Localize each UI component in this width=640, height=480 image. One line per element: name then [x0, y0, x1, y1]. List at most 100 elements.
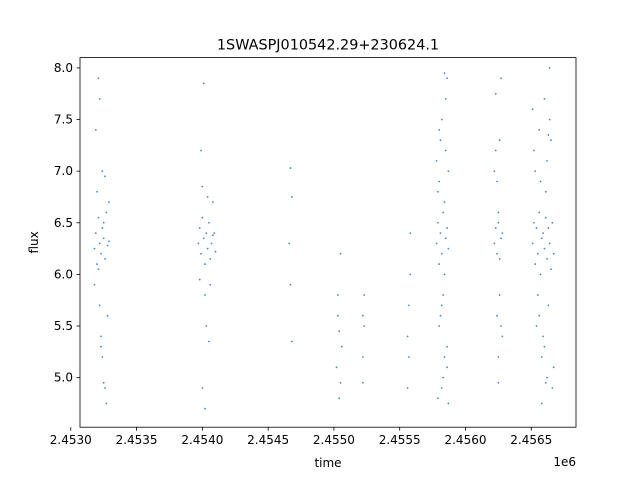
data-point [542, 232, 545, 235]
data-point [202, 82, 205, 85]
data-point [496, 180, 498, 183]
data-point [544, 381, 547, 384]
data-point [97, 268, 100, 271]
data-point [494, 227, 497, 229]
y-axis-label: flux [27, 231, 41, 253]
data-point [436, 190, 439, 193]
data-point [214, 250, 217, 253]
data-point [447, 247, 450, 250]
data-point [408, 304, 410, 307]
data-point [100, 345, 102, 348]
data-point [409, 232, 412, 235]
data-point [494, 149, 497, 152]
data-point [533, 149, 535, 152]
data-point [200, 252, 202, 255]
y-tick-label: 5.0 [54, 371, 73, 385]
chart-title: 1SWASPJ010542.29+230624.1 [217, 38, 439, 54]
data-point [447, 402, 450, 405]
data-point [94, 232, 97, 235]
data-point [548, 242, 551, 245]
data-point [443, 356, 446, 358]
data-point [339, 252, 342, 255]
x-tick-label: 2.4560 [444, 433, 486, 447]
data-point [201, 387, 204, 389]
data-point [442, 376, 445, 379]
data-point [539, 180, 542, 183]
data-point [338, 397, 341, 400]
data-point [497, 221, 500, 224]
data-point [335, 366, 338, 369]
data-point [210, 242, 213, 245]
data-point [361, 356, 364, 358]
data-point [544, 216, 547, 219]
data-point [363, 294, 366, 296]
x-tick-label: 2.4555 [379, 433, 421, 447]
data-point [96, 190, 98, 193]
data-point [200, 149, 202, 152]
data-point [443, 72, 446, 74]
data-point [546, 258, 548, 260]
data-point [552, 366, 555, 369]
data-point [440, 118, 443, 121]
data-point [438, 128, 441, 131]
data-point [108, 201, 110, 204]
data-point [551, 221, 554, 224]
data-point [493, 170, 496, 173]
data-point [205, 232, 208, 235]
data-point [439, 139, 442, 142]
data-point [409, 273, 412, 276]
data-point [206, 247, 209, 250]
data-point [106, 244, 109, 247]
data-point [531, 242, 534, 245]
data-point [442, 211, 445, 214]
data-point [198, 227, 201, 229]
data-point [108, 240, 110, 243]
data-point [98, 242, 101, 245]
data-point [289, 283, 292, 286]
data-point [439, 232, 442, 235]
data-point [533, 221, 535, 224]
data-point [361, 314, 364, 317]
data-point [498, 258, 501, 260]
data-point [539, 273, 542, 276]
data-point [336, 314, 339, 317]
x-tick-label: 2.4540 [181, 433, 223, 447]
data-point [101, 170, 104, 173]
data-point [535, 325, 538, 327]
data-point [543, 247, 546, 250]
data-point [543, 345, 546, 348]
data-point [435, 159, 438, 162]
x-axis-offset-label: 1e6 [553, 455, 576, 469]
x-axis-ticks: 2.4530 2.4535 2.4540 2.4545 2.4550 2.4555 2.45… [50, 427, 552, 447]
data-points [93, 67, 555, 410]
data-point [442, 294, 445, 296]
data-point [106, 314, 109, 317]
data-point [547, 304, 550, 307]
data-point [500, 77, 502, 80]
data-point [550, 268, 552, 271]
data-point [550, 139, 552, 142]
data-point [536, 252, 539, 255]
data-point [408, 356, 410, 358]
data-point [406, 387, 409, 389]
data-point [551, 387, 554, 389]
data-point [102, 237, 105, 240]
y-axis-ticks: 5.0 5.5 6.0 6.5 7.0 7.5 8.0 [54, 61, 80, 385]
y-tick-label: 6.0 [54, 267, 73, 281]
data-point [289, 167, 292, 169]
data-point [101, 356, 104, 358]
data-point [446, 77, 448, 80]
y-tick-label: 5.5 [54, 319, 73, 333]
data-point [497, 211, 500, 214]
data-point [204, 263, 206, 265]
y-tick-label: 7.5 [54, 113, 73, 127]
data-point [105, 211, 108, 214]
data-point [363, 325, 366, 327]
data-point [201, 216, 204, 219]
data-point [538, 314, 541, 317]
data-point [100, 335, 102, 338]
data-point [94, 128, 97, 131]
data-point [211, 201, 214, 204]
data-point [205, 325, 208, 327]
